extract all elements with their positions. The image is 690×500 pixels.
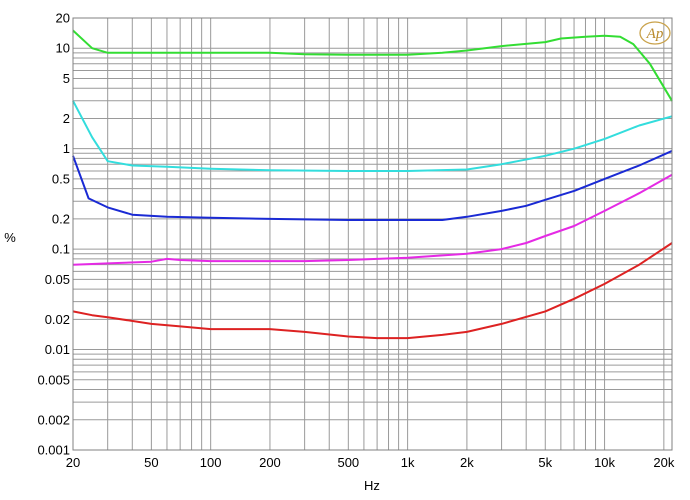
x-tick-label: 10k: [594, 455, 615, 470]
y-tick-label: 0.002: [37, 412, 70, 427]
y-tick-label: 0.2: [52, 211, 70, 226]
series-line-2: [72, 100, 673, 172]
series-line-3: [72, 149, 673, 221]
y-tick-label: 2: [63, 111, 70, 126]
y-tick-labels: 20 10 5 2 1 0.5 0.2 0.1 0.05 0.02 0.01 0.005 0.002 0.…: [37, 11, 70, 458]
logo-text: Ap: [646, 26, 664, 42]
y-tick-label: 0.02: [45, 312, 70, 327]
x-axis-label: Hz: [364, 478, 380, 493]
x-tick-label: 20: [66, 455, 80, 470]
y-tick-label: 1: [63, 141, 70, 156]
y-axis-label: %: [4, 230, 16, 245]
plot-frame: [72, 17, 673, 451]
y-tick-label: 20: [56, 11, 70, 26]
series-line-4: [72, 173, 673, 266]
x-tick-label: 500: [337, 455, 359, 470]
series-line-1: [72, 29, 673, 102]
x-tick-label: 1k: [401, 455, 415, 470]
y-tick-label: 0.001: [37, 443, 70, 458]
y-tick-label: 0.01: [45, 342, 70, 357]
x-tick-labels: 20 50 100 200 500 1k 2k 5k 10k 20k: [66, 455, 675, 470]
x-tick-label: 200: [259, 455, 281, 470]
ap-logo-icon: Ap: [639, 21, 671, 45]
plot-border: [72, 17, 673, 451]
x-tick-label: 2k: [460, 455, 474, 470]
x-tick-label: 5k: [538, 455, 552, 470]
y-tick-label: 0.05: [45, 272, 70, 287]
series-line-5: [72, 242, 673, 340]
y-tick-label: 0.005: [37, 372, 70, 387]
x-tick-label: 50: [144, 455, 158, 470]
y-tick-label: 5: [63, 71, 70, 86]
data-series: [72, 29, 673, 340]
y-tick-label: 0.5: [52, 171, 70, 186]
x-tick-label: 100: [200, 455, 222, 470]
grid-lines: [72, 17, 672, 451]
x-tick-label: 20k: [653, 455, 674, 470]
y-tick-label: 10: [56, 41, 70, 56]
y-tick-label: 0.1: [52, 242, 70, 257]
